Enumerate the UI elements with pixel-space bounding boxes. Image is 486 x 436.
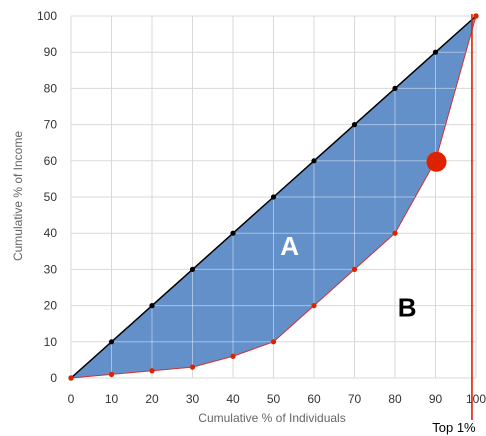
x-tick-label: 100 bbox=[466, 392, 486, 406]
lorenz-point bbox=[68, 375, 74, 381]
x-tick-label: 10 bbox=[105, 392, 119, 406]
x-tick-label: 90 bbox=[429, 392, 443, 406]
lorenz-point bbox=[149, 368, 155, 374]
y-axis-ticks: 0 10 20 30 40 50 60 70 80 90 100 bbox=[37, 9, 57, 385]
x-axis-ticks: 0 10 20 30 40 50 60 70 80 90 100 bbox=[68, 392, 486, 406]
y-axis-label: Cumulative % of Income bbox=[11, 131, 25, 261]
y-tick-label: 20 bbox=[44, 299, 58, 313]
equality-point bbox=[189, 266, 196, 272]
y-tick-label: 10 bbox=[44, 335, 58, 349]
equality-point bbox=[392, 85, 398, 91]
x-tick-label: 50 bbox=[267, 392, 281, 406]
lorenz-point bbox=[230, 353, 236, 359]
y-tick-label: 90 bbox=[44, 45, 58, 59]
lorenz-point bbox=[270, 339, 277, 345]
y-tick-label: 100 bbox=[37, 9, 57, 23]
y-tick-label: 70 bbox=[44, 118, 58, 132]
lorenz-point bbox=[351, 266, 358, 272]
lorenz-point bbox=[392, 230, 398, 236]
x-tick-label: 40 bbox=[226, 392, 240, 406]
top-1-percent-label: Top 1% bbox=[432, 420, 476, 435]
y-tick-label: 30 bbox=[44, 262, 58, 276]
series: Top 1% bbox=[68, 13, 479, 435]
equality-point bbox=[108, 339, 115, 345]
x-tick-label: 20 bbox=[145, 392, 159, 406]
lorenz-point bbox=[108, 371, 115, 377]
y-tick-label: 50 bbox=[44, 190, 58, 204]
lorenz-point bbox=[473, 13, 479, 19]
equality-point bbox=[432, 49, 439, 55]
equality-point bbox=[311, 158, 317, 164]
y-tick-label: 60 bbox=[44, 154, 58, 168]
equality-point bbox=[230, 230, 236, 236]
x-tick-label: 60 bbox=[307, 392, 321, 406]
lorenz-point bbox=[311, 303, 317, 309]
region-label-b: B bbox=[398, 292, 417, 322]
annotations: AB bbox=[280, 231, 416, 323]
y-tick-label: 80 bbox=[44, 81, 58, 95]
x-axis-label: Cumulative % of Individuals bbox=[198, 411, 345, 425]
highlight-point bbox=[426, 151, 447, 172]
x-tick-label: 30 bbox=[186, 392, 200, 406]
lorenz-point bbox=[189, 364, 196, 370]
x-tick-label: 80 bbox=[388, 392, 402, 406]
y-tick-label: 0 bbox=[50, 371, 57, 385]
equality-point bbox=[270, 194, 277, 200]
equality-point bbox=[351, 122, 358, 128]
y-tick-label: 40 bbox=[44, 226, 58, 240]
equality-point bbox=[149, 303, 155, 309]
region-label-a: A bbox=[280, 231, 299, 261]
x-tick-label: 70 bbox=[348, 392, 362, 406]
x-tick-label: 0 bbox=[68, 392, 75, 406]
